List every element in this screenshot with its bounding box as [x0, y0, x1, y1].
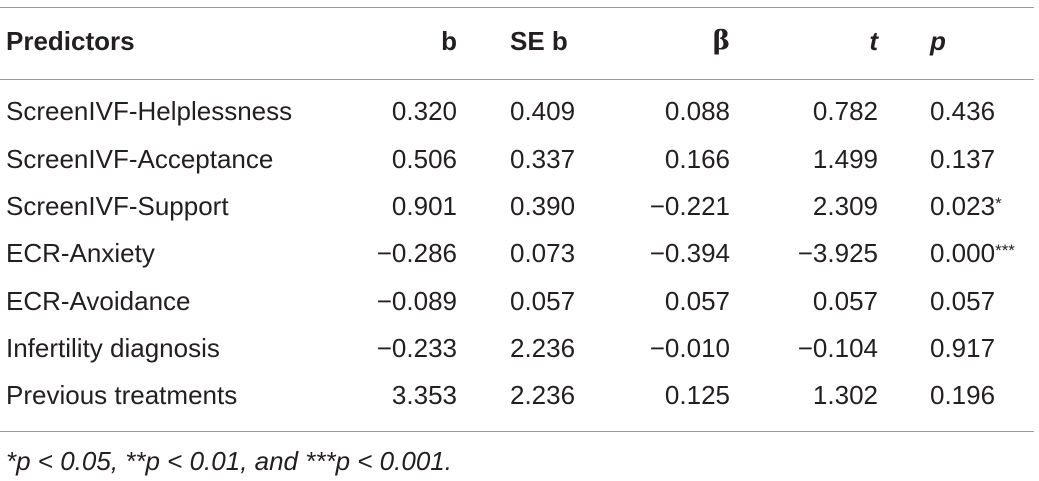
- p-value: 0.917: [930, 333, 996, 363]
- p-value: 0.057: [930, 286, 996, 316]
- cell-p: 0.023*: [930, 183, 1002, 230]
- cell-p: 0.917: [930, 325, 995, 372]
- significance-marker: ***: [995, 241, 1015, 260]
- cell-predictor: ScreenIVF-Helplessness: [6, 96, 293, 126]
- cell-beta: 0.125: [664, 380, 730, 410]
- p-value: 0.000: [930, 238, 996, 268]
- header-rule: [0, 79, 1034, 80]
- p-value: 0.436: [930, 96, 996, 126]
- header-t: t: [869, 26, 878, 56]
- cell-se-b: 0.073: [510, 238, 576, 268]
- header-beta: β: [712, 26, 730, 56]
- cell-b: −0.233: [376, 333, 457, 363]
- cell-predictor: ECR-Avoidance: [6, 286, 191, 316]
- top-rule: [0, 7, 1034, 8]
- cell-b: 3.353: [391, 380, 457, 410]
- cell-p: 0.000***: [930, 230, 1015, 277]
- cell-t: 2.309: [812, 191, 878, 221]
- cell-beta: 0.088: [664, 96, 730, 126]
- cell-b: 0.320: [391, 96, 457, 126]
- cell-se-b: 2.236: [510, 333, 576, 363]
- cell-se-b: 2.236: [510, 380, 576, 410]
- table-header-row: Predictors b SE b β t p: [0, 18, 1034, 65]
- header-b: b: [441, 26, 457, 56]
- table-row: ECR-Anxiety −0.286 0.073 −0.394 −3.925 0…: [0, 230, 1034, 277]
- cell-t: −3.925: [797, 238, 878, 268]
- cell-t: 1.499: [812, 144, 878, 174]
- cell-predictor: Previous treatments: [6, 380, 238, 410]
- cell-se-b: 0.409: [510, 96, 576, 126]
- cell-p: 0.196: [930, 372, 995, 419]
- cell-t: 1.302: [812, 380, 878, 410]
- cell-b: −0.286: [376, 238, 457, 268]
- cell-se-b: 0.390: [510, 191, 576, 221]
- cell-t: 0.057: [812, 286, 878, 316]
- table-footnote: *p < 0.05, **p < 0.01, and ***p < 0.001.: [6, 446, 452, 476]
- cell-predictor: ScreenIVF-Acceptance: [6, 144, 274, 174]
- cell-se-b: 0.057: [510, 286, 576, 316]
- cell-beta: −0.394: [649, 238, 730, 268]
- header-p: p: [930, 26, 946, 56]
- cell-b: 0.901: [391, 191, 457, 221]
- cell-predictor: Infertility diagnosis: [6, 333, 220, 363]
- cell-t: 0.782: [812, 96, 878, 126]
- cell-beta: −0.010: [649, 333, 730, 363]
- table-row: Previous treatments 3.353 2.236 0.125 1.…: [0, 372, 1034, 419]
- bottom-rule: [0, 431, 1034, 432]
- p-value: 0.196: [930, 380, 996, 410]
- table-row: Infertility diagnosis −0.233 2.236 −0.01…: [0, 325, 1034, 372]
- cell-p: 0.057: [930, 278, 995, 325]
- cell-beta: −0.221: [649, 191, 730, 221]
- cell-beta: 0.057: [664, 286, 730, 316]
- significance-marker: *: [995, 194, 1002, 213]
- table-row: ScreenIVF-Support 0.901 0.390 −0.221 2.3…: [0, 183, 1034, 230]
- table-row: ECR-Avoidance −0.089 0.057 0.057 0.057 0…: [0, 278, 1034, 325]
- cell-predictor: ScreenIVF-Support: [6, 191, 229, 221]
- cell-beta: 0.166: [664, 144, 730, 174]
- cell-t: −0.104: [797, 333, 878, 363]
- p-value: 0.137: [930, 144, 996, 174]
- cell-p: 0.137: [930, 136, 995, 183]
- table-row: ScreenIVF-Helplessness 0.320 0.409 0.088…: [0, 88, 1034, 135]
- cell-b: 0.506: [391, 144, 457, 174]
- header-se-b: SE b: [510, 26, 568, 56]
- cell-p: 0.436: [930, 88, 995, 135]
- cell-se-b: 0.337: [510, 144, 576, 174]
- p-value: 0.023: [930, 191, 996, 221]
- header-predictors: Predictors: [6, 26, 135, 56]
- table-row: ScreenIVF-Acceptance 0.506 0.337 0.166 1…: [0, 136, 1034, 183]
- cell-b: −0.089: [376, 286, 457, 316]
- cell-predictor: ECR-Anxiety: [6, 238, 155, 268]
